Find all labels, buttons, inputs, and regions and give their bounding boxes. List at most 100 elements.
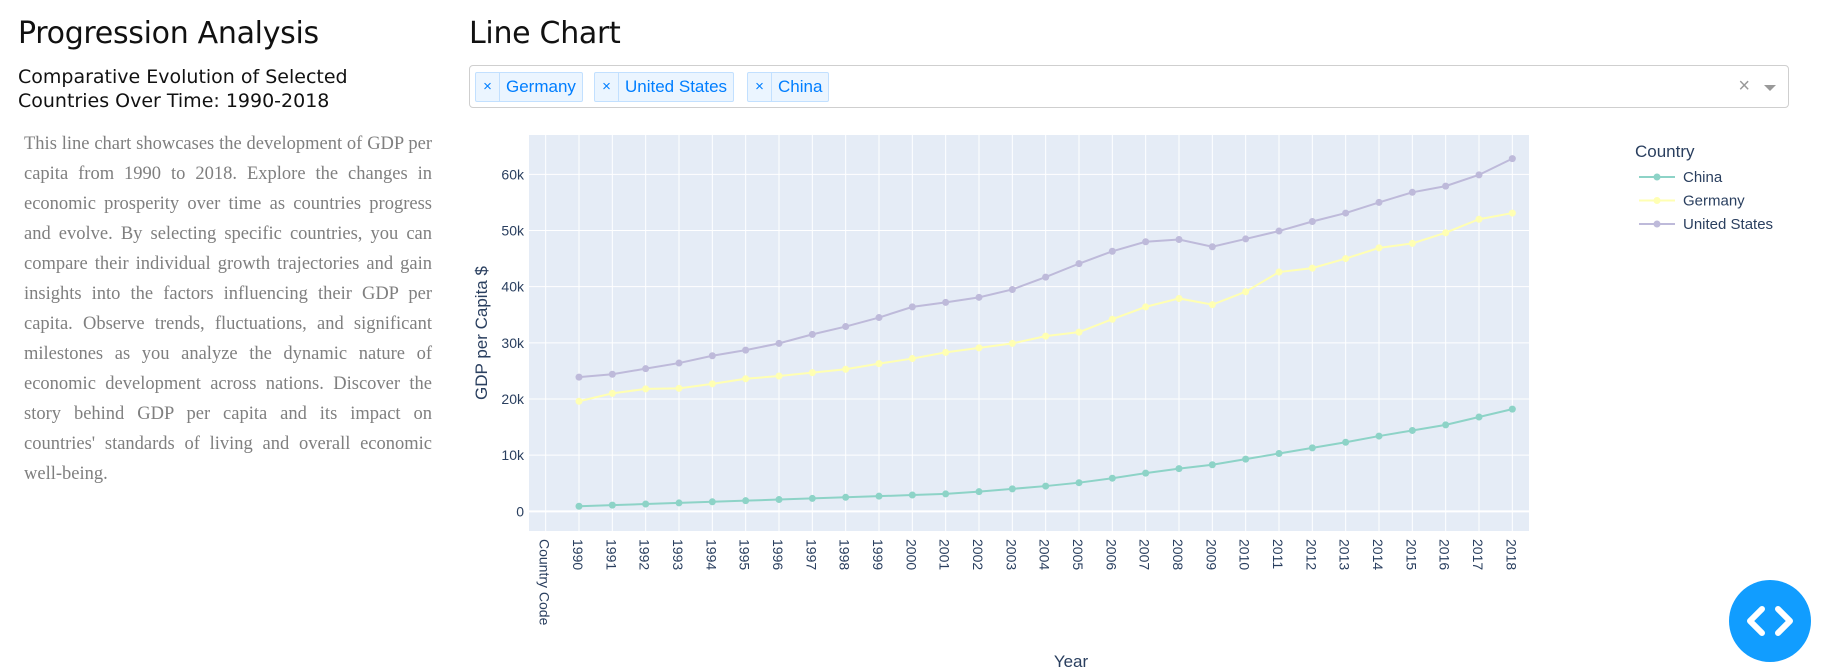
data-point [875,492,883,500]
data-point [642,365,650,373]
selected-tag-china: × China [747,72,830,102]
data-point [942,348,950,356]
country-multiselect[interactable]: × Germany × United States × China × [469,65,1789,108]
data-point [942,490,950,498]
data-point [1108,247,1116,255]
x-tick-label: 2016 [1437,539,1453,570]
x-tick-label: 2004 [1037,539,1053,570]
remove-tag-icon[interactable]: × [476,73,500,101]
data-point [575,502,583,510]
x-tick-label: 2005 [1070,539,1086,570]
x-tick-label: 2003 [1003,539,1019,570]
data-point [1142,238,1150,246]
data-point [1375,432,1383,440]
x-tick-label: 2006 [1103,539,1119,570]
tag-label: United States [625,77,728,96]
data-point [742,497,750,505]
x-tick-label: 1997 [803,539,819,570]
data-point [708,380,716,388]
x-tick-label: 2002 [970,539,986,570]
chart-section-title: Line Chart [469,16,621,51]
x-tick-label: 2015 [1403,539,1419,570]
data-point [1008,485,1016,493]
legend: Country China Germany United States [1635,142,1773,233]
x-tick-label: 2012 [1303,539,1319,570]
data-point [1275,449,1283,457]
data-point [842,493,850,501]
data-point [1308,218,1316,226]
data-point [1208,461,1216,469]
data-point [975,344,983,352]
y-tick-label: 20k [501,391,525,407]
x-tick-label: 2009 [1203,539,1219,570]
data-point [1342,209,1350,217]
data-point [908,491,916,499]
description-text: This line chart showcases the developmen… [24,134,432,484]
data-point [1308,444,1316,452]
data-point [1442,421,1450,429]
data-point [1042,332,1050,340]
remove-tag-icon[interactable]: × [748,73,772,101]
data-point [775,339,783,347]
data-point [1108,474,1116,482]
data-point [975,293,983,301]
data-point [1275,227,1283,235]
data-point [1208,301,1216,309]
code-toggle-button[interactable] [1729,580,1811,662]
plot-area [529,135,1529,531]
x-tick-label: 2011 [1270,539,1286,569]
chart-panel: Line Chart × Germany × United States × C… [469,16,1789,108]
data-point [1275,268,1283,276]
remove-tag-icon[interactable]: × [595,73,619,101]
data-point [875,314,883,322]
data-point [1142,469,1150,477]
page-title: Progression Analysis [18,16,319,51]
x-gridlines [545,135,1513,531]
data-point [1175,235,1183,243]
y-tick-label: 60k [501,166,525,182]
data-point [1008,339,1016,347]
selected-tag-united-states: × United States [594,72,735,102]
legend-entry: United States [1683,216,1773,233]
data-point [708,352,716,360]
data-point [642,385,650,393]
data-point [1175,294,1183,302]
data-point [1375,244,1383,252]
left-panel: Progression Analysis Comparative Evoluti… [18,16,433,489]
data-point [775,372,783,380]
x-tick-label: 1998 [837,539,853,570]
legend-marker [1653,197,1661,204]
y-gridlines [529,173,1529,513]
x-tick-label: 2008 [1170,539,1186,570]
data-point [1442,182,1450,190]
x-tick-label: 1992 [637,539,653,570]
legend-title: Country [1635,142,1695,161]
legend-entry: Germany [1683,193,1745,210]
data-point [942,298,950,306]
legend-entry: China [1683,169,1723,186]
data-point [675,384,683,392]
x-tick-label: 2001 [937,539,953,570]
chevron-down-icon[interactable] [1764,85,1776,91]
x-tick-label: 2017 [1470,539,1486,570]
data-point [1475,171,1483,179]
data-point [1475,215,1483,223]
y-tick-label: 40k [501,279,525,295]
x-tick-label: 1994 [703,539,719,570]
x-tick-label: Country Code [537,539,553,626]
x-tick-label: 1991 [603,539,619,570]
data-point [908,303,916,311]
data-point [975,488,983,496]
data-point [1175,465,1183,473]
data-point [742,346,750,354]
clear-all-icon[interactable]: × [1738,75,1750,97]
page-subtitle: Comparative Evolution of Selected Countr… [18,66,348,112]
data-point [1042,273,1050,281]
data-point [842,365,850,373]
data-point [708,498,716,506]
x-tick-label: 2000 [903,539,919,570]
y-tick-labels: 0 10k 20k 30k 40k 50k 60k [501,166,525,519]
x-tick-label: 1999 [870,539,886,570]
data-point [1108,315,1116,323]
y-tick-label: 10k [501,447,525,463]
